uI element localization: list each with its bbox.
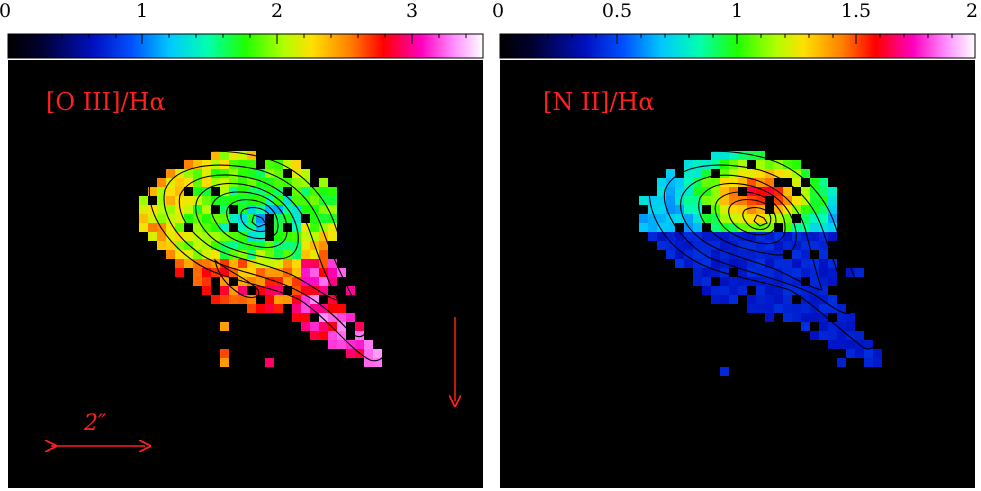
- scale-bar-label: 2″: [83, 411, 107, 436]
- colorbar-tick-label: 1: [731, 0, 743, 22]
- panel-label: [N II]/Hα: [543, 88, 655, 116]
- intensity-contours: [648, 150, 877, 350]
- panel-oiii-ha: 0 1 2 3 [O III]/Hα: [0, 0, 484, 488]
- colorbar-tick-labels: 0 0.5 1 1.5 2: [492, 0, 978, 22]
- colorbar-tick-label: 0.5: [602, 0, 632, 22]
- colorbar-tick-label: 0: [492, 0, 504, 22]
- colorbar-tick-label: 3: [406, 0, 418, 22]
- colorbar-tick-label: 0: [0, 0, 11, 22]
- colorbar-tick-labels: 0 1 2 3: [0, 0, 418, 22]
- panel-label: [O III]/Hα: [46, 88, 166, 116]
- intensity-contours: [148, 150, 389, 362]
- ratio-map-pixels: [639, 151, 882, 376]
- colorbar-ticks: [34, 34, 467, 44]
- colorbar: [7, 33, 484, 59]
- colorbar-ticks: [523, 34, 953, 44]
- colorbar-tick-label: 1: [136, 0, 148, 22]
- panel-nii-ha: 0 0.5 1 1.5 2 [N II]/Hα: [492, 0, 978, 488]
- colorbar-tick-label: 1.5: [841, 0, 871, 22]
- map-background: [500, 60, 975, 488]
- colorbar-tick-label: 2: [271, 0, 283, 22]
- colorbar-tick-label: 2: [966, 0, 978, 22]
